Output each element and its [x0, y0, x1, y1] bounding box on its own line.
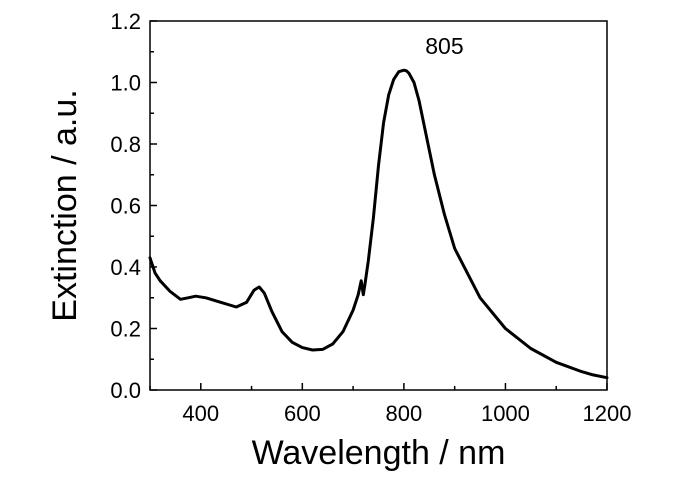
y-tick-label: 0.8: [110, 132, 141, 157]
x-axis-title: Wavelength / nm: [252, 434, 506, 472]
peak-annotation: 805: [425, 33, 463, 59]
y-tick-label: 0.4: [110, 255, 141, 280]
labels-layer: 400 600 800 1000 1200 0.0 0.2 0.4 0.6 0.8 1.0 1.2: [110, 9, 631, 426]
x-tick-label: 800: [386, 401, 423, 426]
y-tick-label: 0.0: [110, 378, 141, 403]
y-tick-label: 0.6: [110, 194, 141, 219]
y-tick-label: 0.2: [110, 317, 141, 342]
plot-frame: [149, 20, 608, 391]
y-tick-label: 1.0: [110, 71, 141, 96]
x-tick-label: 600: [284, 401, 321, 426]
y-axis-title: Extinction / a.u.: [46, 89, 84, 321]
x-tick-label: 400: [182, 401, 219, 426]
x-tick-label: 1000: [481, 401, 530, 426]
ticks-layer: [149, 20, 608, 391]
extinction-series-line: [148, 68, 609, 380]
y-tick-label: 1.2: [110, 9, 141, 34]
x-tick-label: 1200: [583, 401, 632, 426]
